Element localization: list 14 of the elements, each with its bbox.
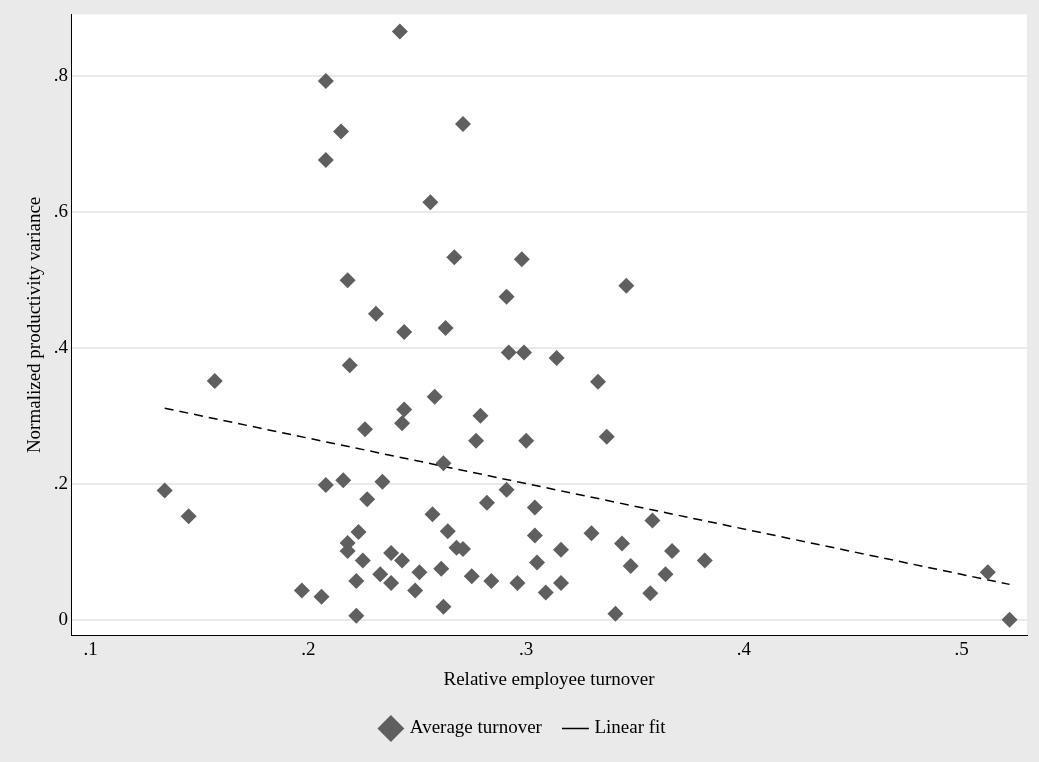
y-tick-label: 0	[58, 607, 69, 629]
y-tick-label: .4	[53, 335, 69, 357]
x-tick-label: .3	[519, 637, 534, 659]
y-tick-label: .8	[53, 63, 69, 85]
y-axis-title: Normalized productivity variance	[23, 196, 45, 454]
x-tick-label: .2	[301, 637, 316, 659]
x-axis-title: Relative employee turnover	[443, 667, 656, 689]
x-tick-label: .5	[954, 637, 969, 659]
legend-label: Linear fit	[594, 716, 667, 738]
x-tick-label: .4	[736, 637, 752, 659]
legend-label: Average turnover	[409, 716, 543, 738]
x-tick-label: .1	[83, 637, 98, 659]
y-tick-label: .6	[53, 199, 69, 221]
y-tick-label: .2	[53, 471, 69, 493]
